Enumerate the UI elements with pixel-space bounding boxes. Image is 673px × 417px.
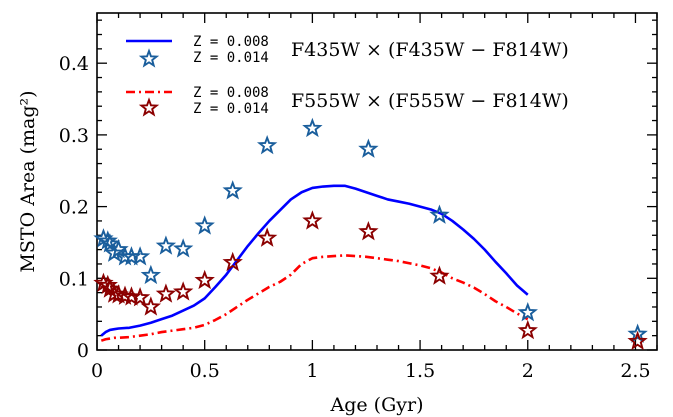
plot-frame bbox=[96, 12, 658, 351]
y-tick-labels: 0 0.1 0.2 0.3 0.4 bbox=[59, 53, 89, 362]
data-point-star bbox=[194, 269, 215, 290]
data-point-star bbox=[172, 238, 194, 258]
plot-area bbox=[93, 12, 658, 351]
legend-marker-label: Z = 0.014 bbox=[193, 50, 269, 66]
data-point-star bbox=[194, 215, 215, 235]
legend-line-label: Z = 0.008 bbox=[193, 34, 269, 50]
data-point-star bbox=[155, 235, 177, 255]
series-line-solid bbox=[100, 184, 529, 337]
legend-title-f555w: F555W × (F555W − F814W) bbox=[291, 90, 569, 112]
data-point-star bbox=[302, 117, 323, 138]
data-point-star bbox=[140, 264, 162, 285]
legend-star-red bbox=[138, 97, 160, 117]
data-point-star bbox=[256, 134, 278, 155]
x-tick-label: 2.5 bbox=[620, 360, 650, 382]
star-series-2 bbox=[93, 117, 648, 343]
x-tick-labels: 0 0.5 1 1.5 2 2.5 bbox=[91, 360, 651, 382]
data-point-star bbox=[302, 210, 323, 230]
data-point-star bbox=[129, 286, 151, 307]
data-point-star bbox=[517, 301, 538, 322]
data-point-star bbox=[627, 330, 648, 351]
data-point-star bbox=[172, 281, 194, 301]
x-tick-label: 2 bbox=[522, 360, 534, 382]
x-tick-label: 1 bbox=[306, 360, 318, 382]
data-point-star bbox=[517, 319, 538, 340]
legend-marker-red-star bbox=[138, 97, 160, 117]
y-tick-label: 0.3 bbox=[59, 125, 89, 147]
legend-line-label: Z = 0.008 bbox=[193, 85, 269, 101]
data-point-star bbox=[97, 274, 118, 295]
legend: Z = 0.008 Z = 0.014 F435W × (F435W − F81… bbox=[126, 34, 569, 117]
data-point-star bbox=[155, 283, 177, 303]
legend-marker-label: Z = 0.014 bbox=[193, 101, 269, 117]
legend-star-blue bbox=[138, 48, 160, 68]
axis-ticks bbox=[96, 13, 658, 351]
data-point-star bbox=[222, 251, 243, 272]
data-point-star bbox=[358, 220, 379, 241]
data-point-star bbox=[222, 180, 243, 200]
data-point-star bbox=[627, 323, 648, 343]
series-layer bbox=[93, 117, 648, 351]
legend-group-blue: Z = 0.008 Z = 0.014 F435W × (F435W − F81… bbox=[126, 34, 569, 68]
data-point-star bbox=[129, 246, 151, 266]
legend-marker-blue-star bbox=[138, 48, 160, 68]
data-point-star bbox=[429, 265, 450, 285]
y-tick-label: 0 bbox=[77, 340, 89, 362]
star-series-3 bbox=[93, 210, 648, 351]
data-point-star bbox=[114, 246, 136, 266]
y-tick-label: 0.1 bbox=[59, 268, 89, 290]
data-point-star bbox=[114, 285, 136, 305]
data-point-star bbox=[140, 296, 162, 316]
data-point-star bbox=[429, 204, 450, 224]
data-point-star bbox=[97, 230, 118, 250]
y-tick-label: 0.4 bbox=[59, 53, 89, 75]
data-point-star bbox=[358, 138, 379, 158]
legend-title-f435w: F435W × (F435W − F814W) bbox=[291, 39, 569, 61]
data-point-star bbox=[256, 227, 278, 247]
data-point-star bbox=[108, 238, 129, 259]
y-tick-label: 0.2 bbox=[59, 197, 89, 219]
x-axis-title: Age (Gyr) bbox=[330, 394, 424, 416]
series-line-dash-dot bbox=[100, 254, 529, 342]
x-tick-label: 1.5 bbox=[405, 360, 435, 382]
y-axis-title: MSTO Area (mag²) bbox=[17, 90, 39, 272]
legend-group-red: Z = 0.008 Z = 0.014 F555W × (F555W − F81… bbox=[126, 85, 569, 117]
x-tick-label: 0 bbox=[91, 360, 103, 382]
x-tick-label: 0.5 bbox=[190, 360, 220, 382]
